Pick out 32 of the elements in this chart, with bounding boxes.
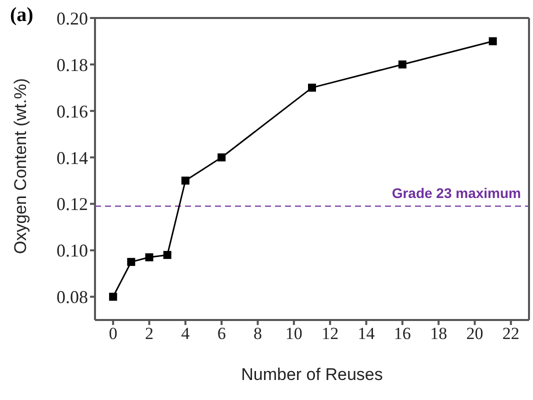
x-tick-label: 20 — [466, 324, 484, 344]
y-tick-label: 0.10 — [56, 240, 88, 261]
point — [218, 153, 226, 162]
point — [127, 258, 136, 266]
x-tick-label: 2 — [145, 324, 154, 344]
point — [145, 253, 154, 262]
ref-line-label: Grade 23 maximum — [392, 185, 521, 202]
point — [308, 84, 316, 92]
chart-title: (a) — [10, 4, 34, 27]
x-tick-label: 6 — [217, 324, 226, 344]
x-tick-label: 16 — [394, 324, 411, 344]
point — [398, 60, 406, 68]
point — [163, 250, 172, 259]
y-tick-label: 0.12 — [56, 194, 88, 214]
x-tick-label: 8 — [254, 324, 262, 344]
point — [488, 37, 497, 46]
x-tick-label: 22 — [502, 324, 520, 344]
y-axis-title: Oxygen Content (wt.%) — [11, 78, 30, 254]
x-tick-label: 0 — [108, 324, 118, 344]
x-tick-label: 4 — [181, 324, 190, 344]
point — [109, 292, 118, 301]
y-tick-label: 0.14 — [56, 148, 88, 168]
x-tick-label: 10 — [285, 324, 302, 344]
x-tick-label: 12 — [322, 324, 339, 344]
y-tick-label: 0.18 — [56, 54, 88, 75]
x-tick-label: 14 — [358, 324, 376, 344]
y-tick-label: 0.08 — [56, 287, 88, 308]
y-tick-label: 0.16 — [56, 101, 88, 122]
x-tick-label: 18 — [430, 324, 448, 344]
point — [181, 176, 190, 185]
x-axis-title: Number of Reuses — [241, 365, 383, 384]
y-tick-label: 0.20 — [56, 8, 88, 28]
